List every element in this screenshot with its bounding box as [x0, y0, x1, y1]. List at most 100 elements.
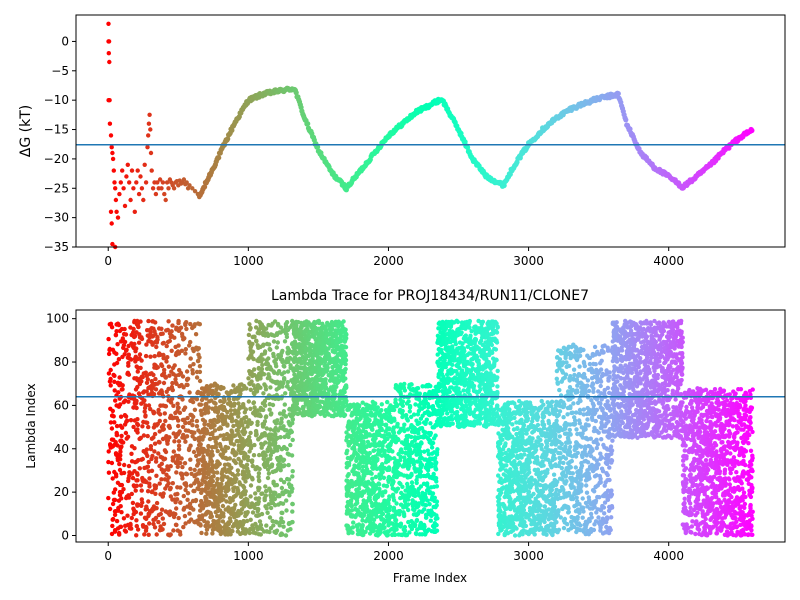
lambda-point [191, 449, 197, 455]
dg-point [184, 180, 189, 185]
lambda-point [361, 513, 366, 518]
lambda-point [296, 342, 301, 348]
lambda-point [345, 424, 350, 430]
lambda-point [241, 383, 247, 389]
dg-point [129, 168, 135, 173]
lambda-point [423, 512, 429, 517]
lambda-point [301, 359, 306, 364]
lambda-point [239, 493, 244, 499]
lambda-point [343, 376, 348, 381]
lambda-point [356, 474, 362, 479]
lambda-point [243, 451, 248, 457]
lambda-point [279, 531, 284, 536]
dg-point [139, 186, 145, 191]
lambda-point [227, 456, 232, 461]
dg-point [120, 168, 125, 173]
lambda-point [219, 512, 224, 517]
lambda-point [359, 438, 364, 444]
lambda-point [326, 346, 331, 351]
top-x-tick-label: 3000 [513, 254, 544, 268]
lambda-point [260, 343, 266, 348]
lambda-point [116, 357, 122, 362]
lambda-point [298, 337, 304, 342]
top-x-tick-label: 2000 [373, 254, 404, 268]
lambda-point [252, 367, 257, 372]
lambda-point [290, 501, 295, 507]
lambda-point [215, 523, 220, 528]
lambda-point [306, 367, 311, 372]
lambda-point [178, 500, 183, 505]
lambda-point [414, 452, 419, 457]
lambda-point [152, 525, 158, 530]
lambda-point [379, 427, 384, 433]
lambda-point [235, 468, 241, 473]
lambda-point [267, 515, 273, 520]
dg-point [155, 180, 160, 185]
lambda-point [402, 513, 407, 519]
lambda-point [128, 523, 133, 528]
lambda-point [342, 398, 347, 403]
lambda-point [202, 518, 207, 524]
lambda-point [299, 397, 304, 402]
lambda-point [134, 405, 139, 411]
lambda-point [238, 511, 244, 516]
lambda-point [140, 478, 145, 483]
lambda-point [148, 354, 153, 359]
lambda-point [325, 365, 330, 370]
lambda-point [215, 459, 221, 465]
lambda-point [385, 436, 390, 442]
lambda-point [131, 511, 136, 517]
lambda-point [312, 353, 317, 358]
lambda-point [194, 397, 200, 402]
lambda-point [350, 446, 355, 451]
lambda-point [290, 469, 295, 474]
lambda-point [386, 418, 392, 423]
lambda-point [266, 356, 271, 361]
lambda-point [344, 493, 350, 498]
lambda-point [318, 399, 323, 404]
lambda-point [386, 477, 391, 483]
lambda-point [166, 364, 172, 369]
lambda-point [192, 481, 197, 486]
lambda-point [256, 365, 261, 371]
dg-point [465, 144, 471, 151]
lambda-point [224, 499, 229, 504]
lambda-point [256, 384, 261, 389]
dg-point [315, 144, 321, 150]
lambda-point [152, 422, 158, 427]
lambda-point [288, 442, 293, 448]
lambda-point [233, 502, 238, 508]
lambda-point [398, 521, 404, 526]
lambda-point [429, 445, 435, 450]
lambda-point [146, 403, 152, 408]
lambda-point [277, 523, 282, 528]
lambda-point [291, 340, 296, 346]
lambda-point [210, 531, 215, 536]
lambda-point [169, 396, 175, 401]
dg-point [146, 133, 151, 138]
lambda-point [165, 477, 170, 483]
lambda-point [199, 448, 204, 453]
lambda-point [144, 506, 149, 511]
lambda-point [331, 371, 337, 376]
lambda-point [293, 330, 299, 336]
lambda-point [263, 484, 268, 489]
lambda-point [181, 524, 186, 530]
lambda-point [288, 363, 293, 368]
lambda-point [361, 481, 366, 486]
dg-point [109, 221, 114, 226]
lambda-point [170, 481, 175, 486]
dg-point [109, 145, 114, 150]
lambda-point [339, 329, 345, 334]
lambda-point [372, 448, 377, 453]
lambda-point [171, 514, 177, 520]
lambda-point [270, 518, 275, 524]
lambda-point [211, 474, 216, 479]
lambda-point [351, 481, 356, 486]
lambda-point [346, 419, 352, 424]
lambda-point [307, 345, 313, 350]
lambda-point [133, 488, 138, 493]
lambda-point [329, 406, 334, 411]
lambda-point [136, 378, 141, 383]
lambda-point [217, 491, 222, 497]
